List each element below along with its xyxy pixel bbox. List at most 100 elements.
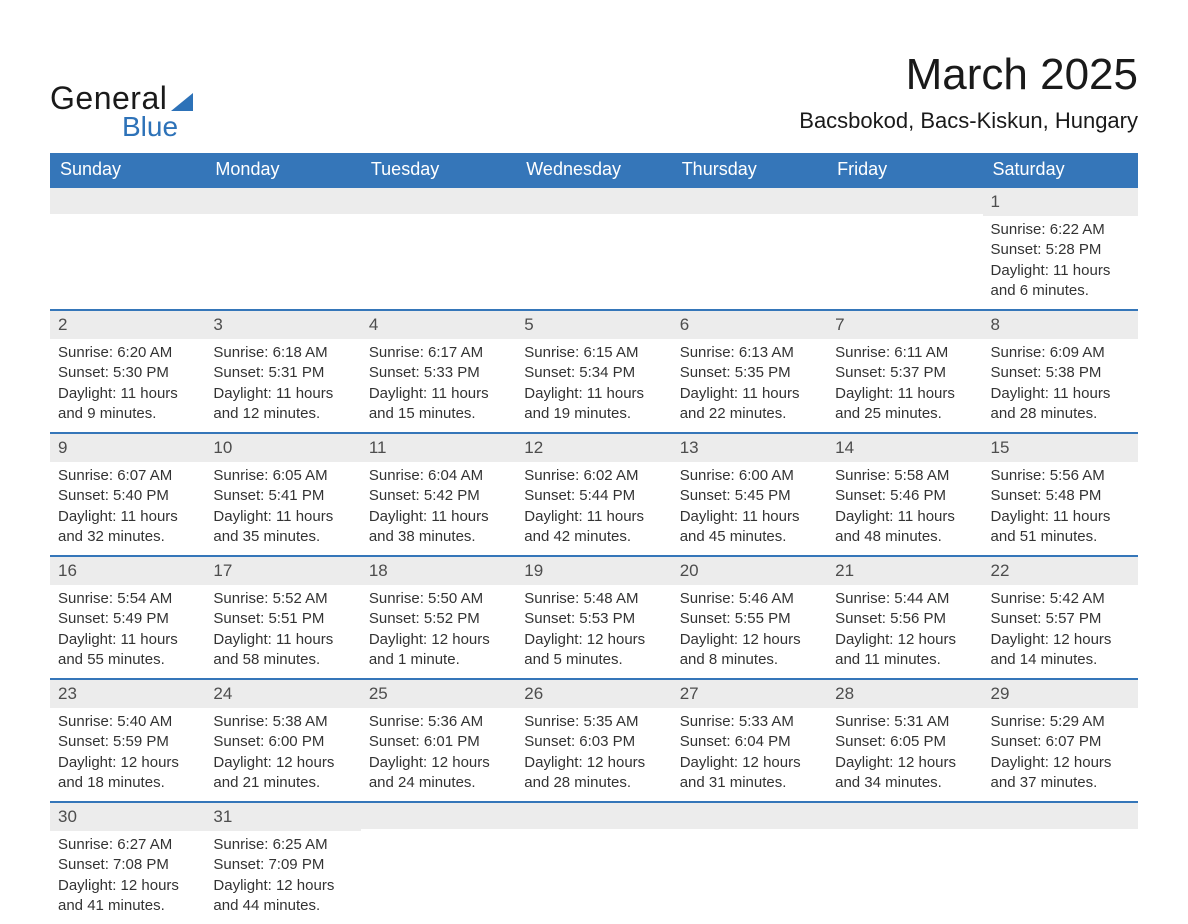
day-details: Sunrise: 6:04 AMSunset: 5:42 PMDaylight:… [361, 462, 516, 555]
sunset-line: Sunset: 5:33 PM [369, 363, 508, 383]
sunset-line: Sunset: 5:31 PM [213, 363, 352, 383]
day-details: Sunrise: 5:56 AMSunset: 5:48 PMDaylight:… [983, 462, 1138, 555]
daylight-line: Daylight: 11 hours and 15 minutes. [369, 384, 508, 425]
weekday-header: Friday [827, 153, 982, 187]
day-details: Sunrise: 5:42 AMSunset: 5:57 PMDaylight:… [983, 585, 1138, 678]
day-number: 9 [50, 434, 205, 462]
daylight-line: Daylight: 11 hours and 6 minutes. [991, 261, 1130, 302]
sunset-line: Sunset: 5:46 PM [835, 486, 974, 506]
sunset-line: Sunset: 5:55 PM [680, 609, 819, 629]
sunset-line: Sunset: 5:48 PM [991, 486, 1130, 506]
sunrise-line: Sunrise: 5:48 AM [524, 589, 663, 609]
calendar-cell [50, 187, 205, 310]
calendar-cell [672, 187, 827, 310]
day-details: Sunrise: 6:25 AMSunset: 7:09 PMDaylight:… [205, 831, 360, 924]
calendar-cell: 7Sunrise: 6:11 AMSunset: 5:37 PMDaylight… [827, 310, 982, 433]
calendar-cell: 19Sunrise: 5:48 AMSunset: 5:53 PMDayligh… [516, 556, 671, 679]
day-details: Sunrise: 6:00 AMSunset: 5:45 PMDaylight:… [672, 462, 827, 555]
sunrise-line: Sunrise: 5:58 AM [835, 466, 974, 486]
location-subtitle: Bacsbokod, Bacs-Kiskun, Hungary [799, 108, 1138, 134]
brand-triangle-icon [171, 93, 193, 111]
daylight-line: Daylight: 12 hours and 37 minutes. [991, 753, 1130, 794]
day-number: 3 [205, 311, 360, 339]
day-number: 24 [205, 680, 360, 708]
daylight-line: Daylight: 12 hours and 18 minutes. [58, 753, 197, 794]
calendar-cell: 13Sunrise: 6:00 AMSunset: 5:45 PMDayligh… [672, 433, 827, 556]
day-details: Sunrise: 6:22 AMSunset: 5:28 PMDaylight:… [983, 216, 1138, 309]
day-number: 6 [672, 311, 827, 339]
sunset-line: Sunset: 5:38 PM [991, 363, 1130, 383]
calendar-cell: 18Sunrise: 5:50 AMSunset: 5:52 PMDayligh… [361, 556, 516, 679]
calendar-cell: 22Sunrise: 5:42 AMSunset: 5:57 PMDayligh… [983, 556, 1138, 679]
day-number: 14 [827, 434, 982, 462]
calendar-week-row: 1Sunrise: 6:22 AMSunset: 5:28 PMDaylight… [50, 187, 1138, 310]
sunrise-line: Sunrise: 5:52 AM [213, 589, 352, 609]
day-number: 2 [50, 311, 205, 339]
daylight-line: Daylight: 11 hours and 19 minutes. [524, 384, 663, 425]
day-number: 15 [983, 434, 1138, 462]
sunset-line: Sunset: 5:51 PM [213, 609, 352, 629]
calendar-cell: 21Sunrise: 5:44 AMSunset: 5:56 PMDayligh… [827, 556, 982, 679]
sunset-line: Sunset: 6:05 PM [835, 732, 974, 752]
day-number: 31 [205, 803, 360, 831]
calendar-cell: 10Sunrise: 6:05 AMSunset: 5:41 PMDayligh… [205, 433, 360, 556]
day-number: 12 [516, 434, 671, 462]
sunset-line: Sunset: 5:30 PM [58, 363, 197, 383]
day-number: 23 [50, 680, 205, 708]
day-number [672, 188, 827, 214]
calendar-cell: 26Sunrise: 5:35 AMSunset: 6:03 PMDayligh… [516, 679, 671, 802]
calendar-cell [983, 802, 1138, 924]
calendar-week-row: 23Sunrise: 5:40 AMSunset: 5:59 PMDayligh… [50, 679, 1138, 802]
daylight-line: Daylight: 11 hours and 58 minutes. [213, 630, 352, 671]
day-number [983, 803, 1138, 829]
day-details: Sunrise: 6:09 AMSunset: 5:38 PMDaylight:… [983, 339, 1138, 432]
daylight-line: Daylight: 12 hours and 11 minutes. [835, 630, 974, 671]
day-number [516, 803, 671, 829]
daylight-line: Daylight: 12 hours and 14 minutes. [991, 630, 1130, 671]
daylight-line: Daylight: 12 hours and 8 minutes. [680, 630, 819, 671]
day-number: 1 [983, 188, 1138, 216]
calendar-week-row: 30Sunrise: 6:27 AMSunset: 7:08 PMDayligh… [50, 802, 1138, 924]
sunrise-line: Sunrise: 6:15 AM [524, 343, 663, 363]
day-details: Sunrise: 6:20 AMSunset: 5:30 PMDaylight:… [50, 339, 205, 432]
daylight-line: Daylight: 11 hours and 28 minutes. [991, 384, 1130, 425]
calendar-cell [205, 187, 360, 310]
calendar-cell: 30Sunrise: 6:27 AMSunset: 7:08 PMDayligh… [50, 802, 205, 924]
day-number [361, 803, 516, 829]
calendar-cell [516, 187, 671, 310]
weekday-header: Thursday [672, 153, 827, 187]
calendar-cell: 24Sunrise: 5:38 AMSunset: 6:00 PMDayligh… [205, 679, 360, 802]
calendar-cell [516, 802, 671, 924]
day-number [672, 803, 827, 829]
day-number: 8 [983, 311, 1138, 339]
daylight-line: Daylight: 11 hours and 35 minutes. [213, 507, 352, 548]
sunrise-line: Sunrise: 6:09 AM [991, 343, 1130, 363]
calendar-cell [361, 187, 516, 310]
calendar-cell: 11Sunrise: 6:04 AMSunset: 5:42 PMDayligh… [361, 433, 516, 556]
day-details: Sunrise: 5:48 AMSunset: 5:53 PMDaylight:… [516, 585, 671, 678]
daylight-line: Daylight: 11 hours and 51 minutes. [991, 507, 1130, 548]
day-details: Sunrise: 6:17 AMSunset: 5:33 PMDaylight:… [361, 339, 516, 432]
calendar-cell: 8Sunrise: 6:09 AMSunset: 5:38 PMDaylight… [983, 310, 1138, 433]
day-number: 13 [672, 434, 827, 462]
day-number: 7 [827, 311, 982, 339]
sunset-line: Sunset: 5:41 PM [213, 486, 352, 506]
calendar-cell: 14Sunrise: 5:58 AMSunset: 5:46 PMDayligh… [827, 433, 982, 556]
day-details: Sunrise: 6:18 AMSunset: 5:31 PMDaylight:… [205, 339, 360, 432]
calendar-cell: 4Sunrise: 6:17 AMSunset: 5:33 PMDaylight… [361, 310, 516, 433]
calendar-cell [361, 802, 516, 924]
sunset-line: Sunset: 5:57 PM [991, 609, 1130, 629]
day-details: Sunrise: 5:29 AMSunset: 6:07 PMDaylight:… [983, 708, 1138, 801]
calendar-table: Sunday Monday Tuesday Wednesday Thursday… [50, 153, 1138, 924]
weekday-header-row: Sunday Monday Tuesday Wednesday Thursday… [50, 153, 1138, 187]
calendar-cell: 17Sunrise: 5:52 AMSunset: 5:51 PMDayligh… [205, 556, 360, 679]
day-number: 18 [361, 557, 516, 585]
calendar-cell: 31Sunrise: 6:25 AMSunset: 7:09 PMDayligh… [205, 802, 360, 924]
sunset-line: Sunset: 6:00 PM [213, 732, 352, 752]
sunset-line: Sunset: 5:52 PM [369, 609, 508, 629]
calendar-cell: 29Sunrise: 5:29 AMSunset: 6:07 PMDayligh… [983, 679, 1138, 802]
day-number: 28 [827, 680, 982, 708]
weekday-header: Monday [205, 153, 360, 187]
day-number: 22 [983, 557, 1138, 585]
day-number: 27 [672, 680, 827, 708]
